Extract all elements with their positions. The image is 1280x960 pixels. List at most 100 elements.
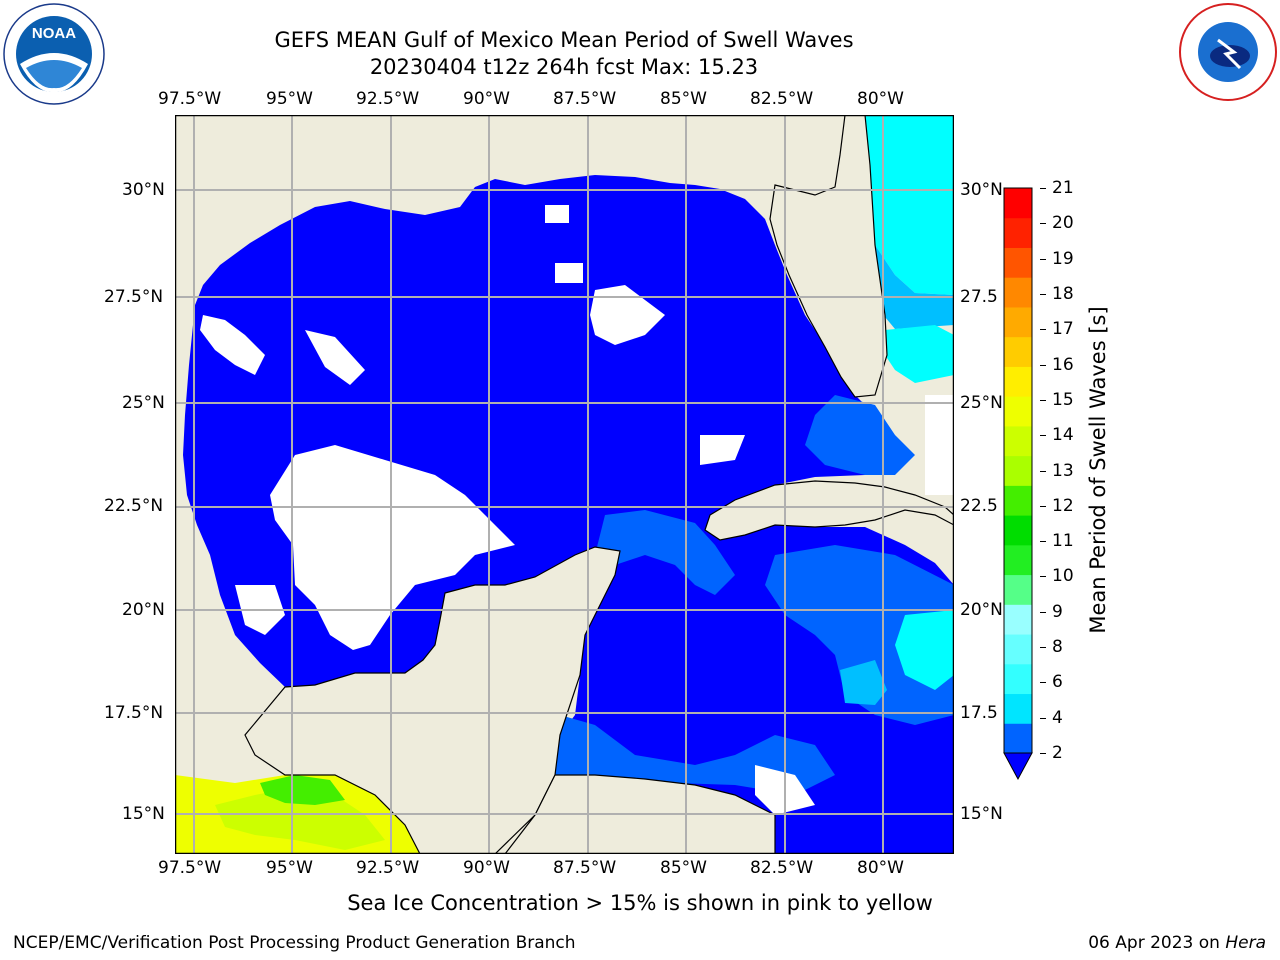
colorbar-tick-label: 16 bbox=[1052, 354, 1074, 375]
lat-label-left: 25°N bbox=[122, 393, 165, 413]
colorbar-tick-mark bbox=[1040, 293, 1046, 295]
colorbar-segment bbox=[1004, 366, 1032, 397]
lat-label-right: 27.5 bbox=[960, 287, 998, 307]
masked-area bbox=[700, 435, 745, 465]
colorbar-segment bbox=[1004, 188, 1032, 219]
lat-label-left: 20°N bbox=[122, 600, 165, 620]
masked-area bbox=[200, 315, 265, 375]
colorbar-segment bbox=[1004, 485, 1032, 516]
colorbar-segment bbox=[1004, 277, 1032, 308]
colorbar-segment bbox=[1004, 247, 1032, 278]
title-line-1: GEFS MEAN Gulf of Mexico Mean Period of … bbox=[274, 28, 854, 52]
lat-label-right: 30°N bbox=[960, 180, 1003, 200]
lon-label-top: 90°W bbox=[463, 89, 510, 109]
colorbar-tick-label: 19 bbox=[1052, 248, 1074, 269]
colorbar-segment bbox=[1004, 663, 1032, 695]
lat-label-right: 20°N bbox=[960, 600, 1003, 620]
colorbar-tick-mark bbox=[1040, 576, 1046, 578]
nws-logo bbox=[1178, 2, 1278, 102]
lon-label-bottom: 85°W bbox=[660, 858, 707, 878]
lon-label-top: 92.5°W bbox=[356, 89, 420, 109]
colorbar-segment bbox=[1004, 455, 1032, 486]
caribbean-zone-4-5 bbox=[805, 395, 915, 475]
colorbar-tick-label: 13 bbox=[1052, 460, 1074, 481]
pacific-zone-11-12 bbox=[260, 775, 345, 805]
colorbar-tick-mark bbox=[1040, 188, 1046, 189]
lon-label-top: 82.5°W bbox=[750, 89, 814, 109]
masked-area bbox=[555, 263, 583, 283]
colorbar-segment bbox=[1004, 723, 1032, 754]
lon-label-bottom: 90°W bbox=[463, 858, 510, 878]
lat-label-right: 25°N bbox=[960, 393, 1003, 413]
colorbar-tick-label: 15 bbox=[1052, 389, 1074, 410]
colorbar-segment bbox=[1004, 306, 1032, 338]
masked-area bbox=[545, 205, 569, 223]
footer-date-text: 06 Apr 2023 on bbox=[1088, 933, 1220, 953]
colorbar-tick-label: 20 bbox=[1052, 213, 1074, 234]
colorbar-tick-mark bbox=[1040, 364, 1046, 366]
colorbar-tick-mark bbox=[1040, 470, 1046, 472]
colorbar-segment bbox=[1004, 217, 1032, 248]
colorbar bbox=[1000, 186, 1042, 784]
colorbar-segment bbox=[1004, 336, 1032, 367]
colorbar-tick-mark bbox=[1040, 329, 1046, 331]
colorbar-tick-label: 8 bbox=[1052, 637, 1063, 658]
caribbean-zone-5-6 bbox=[840, 660, 887, 705]
colorbar-tick-mark bbox=[1040, 435, 1046, 437]
masked-area bbox=[270, 445, 515, 650]
colorbar-tick-label: 17 bbox=[1052, 319, 1074, 340]
lon-label-top: 87.5°W bbox=[553, 89, 617, 109]
colorbar-tick-label: 4 bbox=[1052, 707, 1063, 728]
colorbar-segment bbox=[1004, 693, 1032, 724]
lat-label-right: 22.5 bbox=[960, 496, 998, 516]
lat-label-left: 15°N bbox=[122, 804, 165, 824]
colorbar-tick-label: 10 bbox=[1052, 566, 1074, 587]
lat-label-right: 15°N bbox=[960, 804, 1003, 824]
graticule bbox=[175, 115, 954, 854]
pacific-zone-13-14 bbox=[215, 787, 385, 850]
colorbar-tick-mark bbox=[1040, 541, 1046, 543]
footer-credit: NCEP/EMC/Verification Post Processing Pr… bbox=[13, 933, 576, 953]
noaa-logo-text: NOAA bbox=[32, 25, 76, 42]
colorbar-tick-mark bbox=[1040, 682, 1046, 684]
lon-label-top: 85°W bbox=[660, 89, 707, 109]
colorbar-segment bbox=[1004, 396, 1032, 427]
lon-label-bottom: 97.5°W bbox=[158, 858, 222, 878]
colorbar-tick-label: 9 bbox=[1052, 601, 1063, 622]
lon-label-bottom: 87.5°W bbox=[553, 858, 617, 878]
masked-area bbox=[925, 395, 954, 495]
caribbean-zone-6-7 bbox=[895, 610, 954, 690]
lat-label-left: 27.5°N bbox=[104, 287, 164, 307]
colorbar-tick-mark bbox=[1040, 399, 1046, 401]
lon-label-bottom: 80°W bbox=[857, 858, 904, 878]
footer-host: Hera bbox=[1225, 933, 1266, 953]
sea-ice-note: Sea Ice Concentration > 15% is shown in … bbox=[347, 891, 933, 915]
colorbar-segment bbox=[1004, 604, 1032, 635]
colorbar-extend-arrow bbox=[1003, 752, 1033, 781]
noaa-logo: NOAA bbox=[2, 2, 106, 106]
colorbar-tick-label: 6 bbox=[1052, 672, 1063, 693]
colorbar-tick-mark bbox=[1040, 258, 1046, 260]
colorbar-tick-label: 18 bbox=[1052, 283, 1074, 304]
colorbar-segment bbox=[1004, 574, 1032, 605]
colorbar-ticks: 21 20 19 18 17 16 15 14 13 12 11 10 9 8 6 4 2 bbox=[1040, 178, 1084, 786]
map-svg bbox=[174, 114, 955, 855]
colorbar-svg bbox=[1003, 187, 1033, 781]
straits-zone-6-7 bbox=[885, 325, 954, 383]
footer-date: 06 Apr 2023 on Hera bbox=[1088, 933, 1266, 953]
colorbar-segment bbox=[1004, 425, 1032, 457]
colorbar-tick-label: 14 bbox=[1052, 425, 1074, 446]
map-frame bbox=[174, 114, 955, 855]
caribbean-zone-4-5 bbox=[765, 545, 954, 725]
lat-label-right: 17.5 bbox=[960, 703, 998, 723]
masked-area bbox=[305, 330, 365, 385]
lon-label-top: 97.5°W bbox=[158, 89, 222, 109]
colorbar-tick-mark bbox=[1040, 717, 1046, 719]
map-panel bbox=[174, 114, 955, 855]
masked-area bbox=[590, 285, 665, 345]
colorbar-tick-mark bbox=[1040, 647, 1046, 649]
colorbar-tick-label: 12 bbox=[1052, 495, 1074, 516]
lon-label-bottom: 82.5°W bbox=[750, 858, 814, 878]
lon-label-bottom: 92.5°W bbox=[356, 858, 420, 878]
colorbar-tick-label: 2 bbox=[1052, 743, 1063, 763]
